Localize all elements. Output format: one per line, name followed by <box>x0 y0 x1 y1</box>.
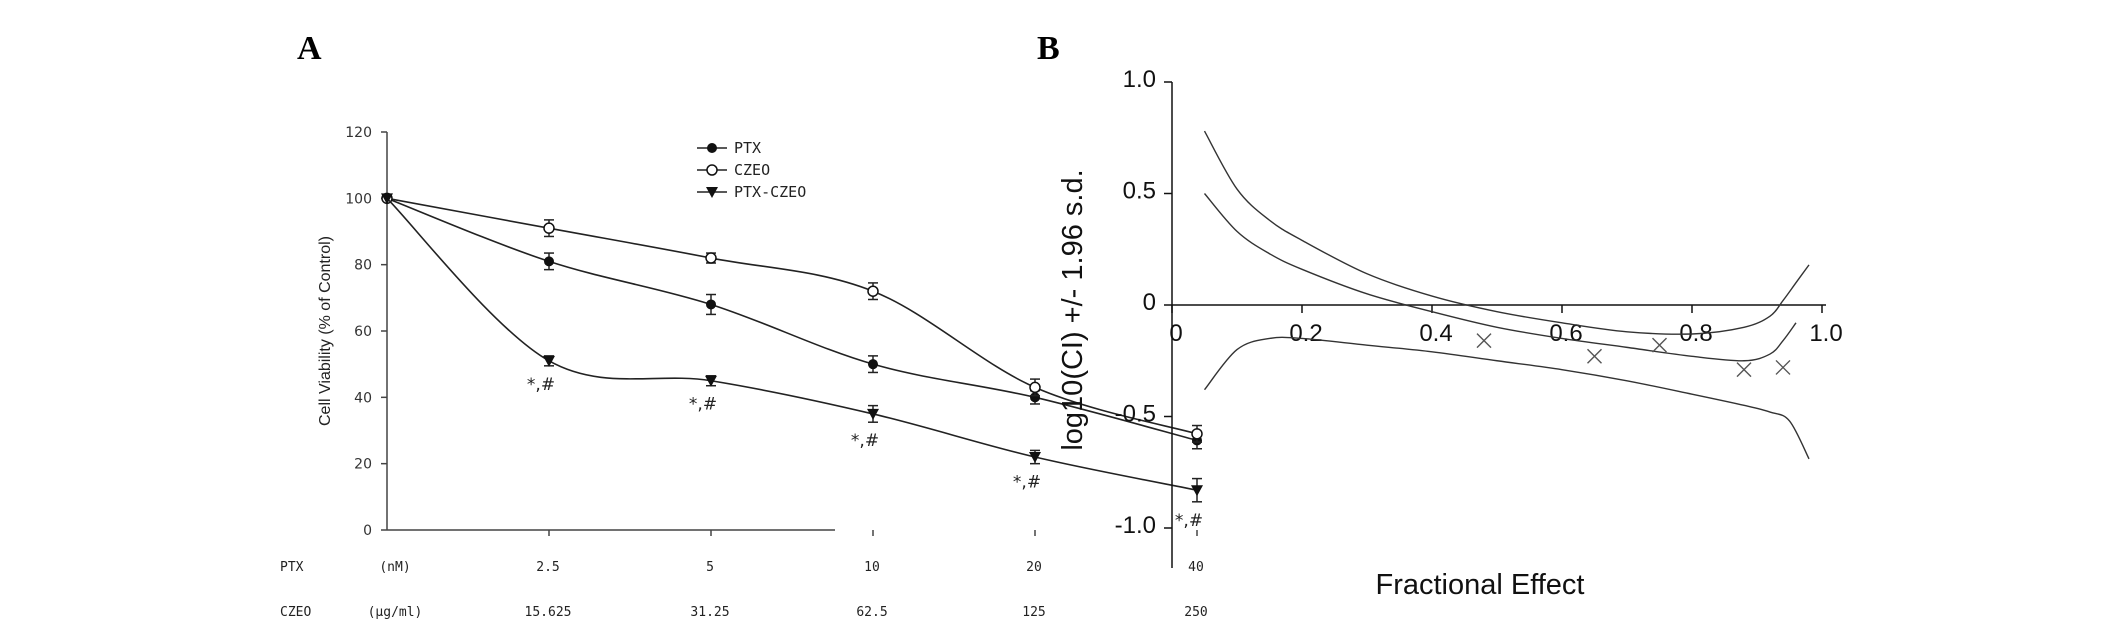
category-row-unit: (μg/ml) <box>368 605 423 620</box>
legend-entry-label: PTX-CZEO <box>734 183 806 201</box>
data-point-czeo <box>1029 381 1041 394</box>
ci-curve-lower <box>1203 336 1810 460</box>
panel-a-y-tick-label: 60 <box>354 324 372 340</box>
category-label: 31.25 <box>690 605 729 620</box>
panel-a-y-tick-label: 40 <box>354 390 372 406</box>
panel-b-x-tick-label: 0 <box>1169 320 1182 347</box>
category-label: 15.625 <box>525 605 572 620</box>
category-label: 250 <box>1184 605 1207 620</box>
ci-data-point <box>1775 359 1791 375</box>
data-point-ptx-czeo <box>381 193 393 205</box>
panel-b-y-tick-label: 0 <box>1143 289 1156 316</box>
data-point-czeo <box>867 285 879 297</box>
panel-a-y-tick-label: 120 <box>345 125 372 141</box>
data-point-ptx-czeo <box>1191 485 1203 497</box>
legend-entry-label: CZEO <box>734 161 770 179</box>
panel-b-y-tick-label: 1.0 <box>1123 66 1156 93</box>
series-line-ptx-czeo <box>386 197 1198 491</box>
data-point-ptx-czeo <box>705 375 717 387</box>
ci-data-point <box>1587 348 1602 364</box>
significance-annotation: *,# <box>1013 473 1041 493</box>
data-point-ptx <box>868 359 878 370</box>
ci-curve-center <box>1203 193 1797 362</box>
data-point-czeo <box>543 222 555 234</box>
category-row-unit: (nM) <box>379 560 410 575</box>
data-point-ptx-czeo <box>1029 452 1041 464</box>
data-point-ptx <box>544 256 554 267</box>
category-label: 62.5 <box>856 605 887 620</box>
panel-b-x-tick-label: 1.0 <box>1809 320 1842 347</box>
significance-annotation: *,# <box>527 375 555 395</box>
category-label: 2.5 <box>536 560 559 575</box>
panel-b-chart: 1.00.50-0.5-1.00 0.2 0.4 0.6 0.8 1.0 Fraction… <box>1057 66 1843 601</box>
category-row-name: PTX <box>280 560 304 575</box>
panel-a-letter: A <box>297 30 322 67</box>
panel-b-x-label: Fractional Effect <box>1375 569 1584 601</box>
panel-b-letter: B <box>1037 30 1060 67</box>
data-point-czeo <box>705 252 717 264</box>
legend-marker <box>706 164 718 176</box>
significance-annotation: *,# <box>689 395 717 415</box>
ci-data-point <box>1736 362 1752 378</box>
panel-b-y-label: log10(CI) +/- 1.96 s.d. <box>1057 169 1089 450</box>
significance-annotation: *,# <box>851 431 879 451</box>
legend-marker <box>707 143 717 153</box>
ci-data-point <box>1652 337 1667 353</box>
series-line-czeo <box>386 197 1198 435</box>
panel-b-x-tick-label: 0.4 <box>1419 320 1452 347</box>
ci-curve-upper <box>1203 130 1810 335</box>
panel-a-y-tick-label: 20 <box>354 457 372 473</box>
data-point-ptx <box>706 299 716 310</box>
category-label: 10 <box>864 560 880 575</box>
panel-a-y-tick-label: 80 <box>354 258 372 274</box>
category-label: 20 <box>1026 560 1042 575</box>
category-label: 125 <box>1022 605 1045 620</box>
legend-marker <box>706 187 718 198</box>
panel-b-x-tick-label: 0.2 <box>1289 320 1322 347</box>
data-point-ptx <box>1030 392 1040 403</box>
series-line-ptx <box>386 197 1198 442</box>
panel-a-y-tick-label: 0 <box>363 523 372 539</box>
panel-a-y-label: Cell Viability (% of Control) <box>317 236 334 426</box>
data-point-czeo <box>1191 428 1203 440</box>
data-point-ptx-czeo <box>867 408 879 420</box>
panel-a-legend: PTX CZEO PTX-CZEO <box>697 139 806 201</box>
panel-b-y-tick-label: -0.5 <box>1115 401 1156 428</box>
panel-a-y-tick-label: 100 <box>345 191 372 207</box>
ci-data-point <box>1476 333 1492 349</box>
significance-annotation: *,# <box>1175 511 1203 531</box>
category-row-name: CZEO <box>280 605 311 620</box>
data-point-ptx-czeo <box>543 355 555 367</box>
panel-b-y-tick-label: -1.0 <box>1115 512 1156 539</box>
panel-b-y-tick-label: 0.5 <box>1123 178 1156 205</box>
category-label: 5 <box>706 560 714 575</box>
legend-entry-label: PTX <box>734 139 761 157</box>
category-label: 40 <box>1188 560 1204 575</box>
